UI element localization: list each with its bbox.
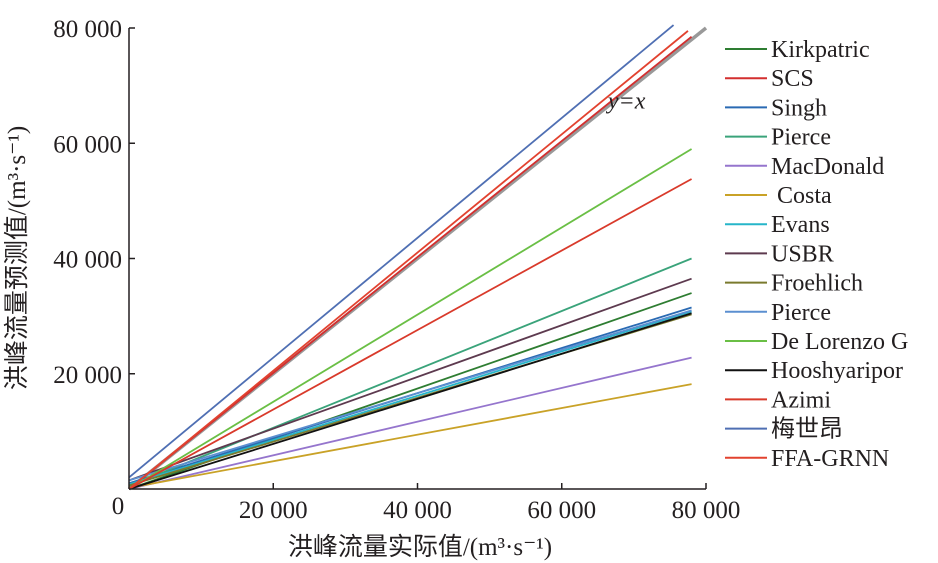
legend-label-3: Pierce <box>771 125 831 151</box>
y-axis-title: 洪峰流量预测值/(m³·s⁻¹) <box>3 126 31 390</box>
series-line-3 <box>128 257 692 487</box>
series-line-9 <box>128 309 692 482</box>
legend-label-10: De Lorenzo G <box>771 329 908 355</box>
series-line-14 <box>128 30 689 490</box>
legend-label-2: Singh <box>771 95 827 121</box>
annotation-y-equals-x: y=x <box>606 89 646 115</box>
y-tick-label-1: 40 000 <box>53 247 122 274</box>
legend-label-14: FFA-GRNN <box>771 446 889 472</box>
legend-label-9: Pierce <box>771 300 831 326</box>
legend-label-11: Hooshyaripor <box>771 358 903 384</box>
x-tick-label-2: 60 000 <box>527 497 596 524</box>
series-line-5 <box>128 383 692 489</box>
legend-label-7: USBR <box>771 241 834 267</box>
legend-label-1: SCS <box>771 66 814 92</box>
legend-label-5: Costa <box>771 183 832 209</box>
legend-label-13: 梅世昂 <box>771 416 843 443</box>
y-tick-label-0: 20 000 <box>53 362 122 389</box>
legend-label-8: Froehlich <box>771 271 863 297</box>
series-line-4 <box>128 356 692 490</box>
series-line-12 <box>128 178 693 490</box>
series-line-6 <box>128 310 692 486</box>
x-tick-label-0: 20 000 <box>239 497 308 524</box>
ticks: 20 000 40 000 60 000 80 000 20 000 40 000 60 0… <box>53 16 740 524</box>
x-axis-title: 洪峰流量实际值/(m³·s⁻¹) <box>288 533 552 561</box>
origin-label: 0 <box>112 493 125 520</box>
y-tick-label-2: 60 000 <box>53 131 122 158</box>
legend-label-0: Kirkpatric <box>771 37 870 63</box>
plot-lines <box>127 24 708 491</box>
x-tick-label-3: 80 000 <box>672 497 741 524</box>
series-line-11 <box>128 312 692 490</box>
x-tick-label-1: 40 000 <box>383 497 452 524</box>
series-line-1 <box>128 35 693 490</box>
legend-label-4: MacDonald <box>771 154 884 180</box>
legend-label-6: Evans <box>771 212 830 238</box>
series-line-7 <box>128 277 692 482</box>
legend-label-12: Azimi <box>771 387 831 413</box>
legend: Kirkpatric SCS Singh Pierce MacDonald Costa E… <box>725 37 908 472</box>
y-tick-label-3: 80 000 <box>53 16 122 43</box>
series-line-13 <box>128 24 675 479</box>
series-line-10 <box>128 148 693 490</box>
